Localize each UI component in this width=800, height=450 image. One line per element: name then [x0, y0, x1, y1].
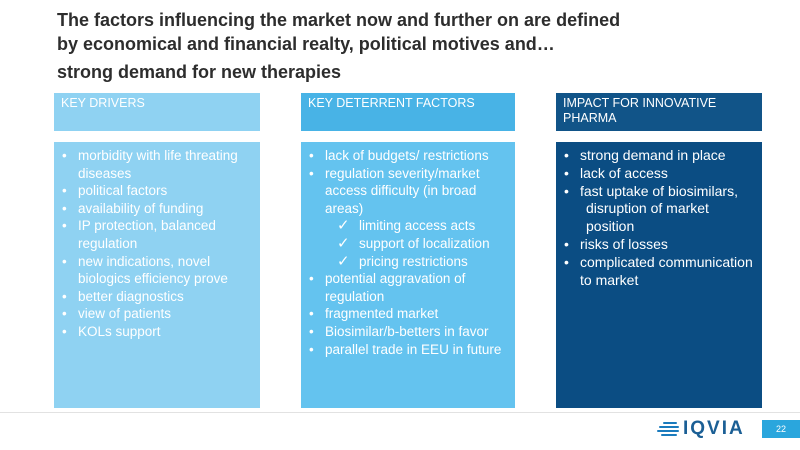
key-drivers-box: morbidity with life threating diseasespo… — [54, 142, 260, 408]
sub-list-item: limiting access acts — [307, 217, 511, 235]
key-deterrents-header: KEY DETERRENT FACTORS — [301, 93, 515, 131]
key-deterrents-list: lack of budgets/ restrictionsregulation … — [307, 147, 511, 358]
key-deterrents-box: lack of budgets/ restrictionsregulation … — [301, 142, 515, 408]
list-item: fast uptake of biosimilars, — [562, 183, 758, 201]
list-item: view of patients — [60, 305, 256, 323]
list-item: parallel trade in EEU in future — [307, 341, 511, 359]
list-item: KOLs support — [60, 323, 256, 341]
list-item: lack of access — [562, 165, 758, 183]
logo-lines-icon — [657, 420, 679, 438]
list-item: political factors — [60, 182, 256, 200]
sub-list-item: support of localization — [307, 235, 511, 253]
page-number: 22 — [762, 420, 800, 438]
title-line-1: The factors influencing the market now a… — [57, 10, 621, 30]
slide-title: The factors influencing the market now a… — [57, 8, 757, 84]
list-item: potential aggravation of regulation — [307, 270, 511, 305]
list-item: lack of budgets/ restrictions — [307, 147, 511, 165]
logo-text: IQVIA — [683, 418, 745, 439]
impact-list: strong demand in placelack of accessfast… — [562, 147, 758, 289]
footer-divider — [0, 412, 800, 413]
list-item: strong demand in place — [562, 147, 758, 165]
list-item: complicated communication to market — [562, 254, 758, 290]
iqvia-logo: IQVIA — [657, 418, 745, 440]
key-drivers-header: KEY DRIVERS — [54, 93, 260, 131]
list-item: regulation severity/market access diffic… — [307, 165, 511, 218]
list-item: IP protection, balanced regulation — [60, 217, 256, 252]
list-item: new indications, novel biologics efficie… — [60, 253, 256, 288]
key-drivers-list: morbidity with life threating diseasespo… — [60, 147, 256, 341]
sub-list-item: pricing restrictions — [307, 253, 511, 271]
impact-header: IMPACT FOR INNOVATIVE PHARMA — [556, 93, 762, 131]
list-item: better diagnostics — [60, 288, 256, 306]
list-item: disruption of market position — [586, 200, 709, 235]
title-line-2: by economical and financial realty, poli… — [57, 34, 555, 54]
impact-box: strong demand in placelack of accessfast… — [556, 142, 762, 408]
list-item: fragmented market — [307, 305, 511, 323]
list-item: availability of funding — [60, 200, 256, 218]
list-item: risks of losses — [562, 236, 758, 254]
list-item: Biosimilar/b-betters in favor — [307, 323, 511, 341]
title-line-3: strong demand for new therapies — [57, 62, 342, 82]
list-item: morbidity with life threating diseases — [60, 147, 256, 182]
